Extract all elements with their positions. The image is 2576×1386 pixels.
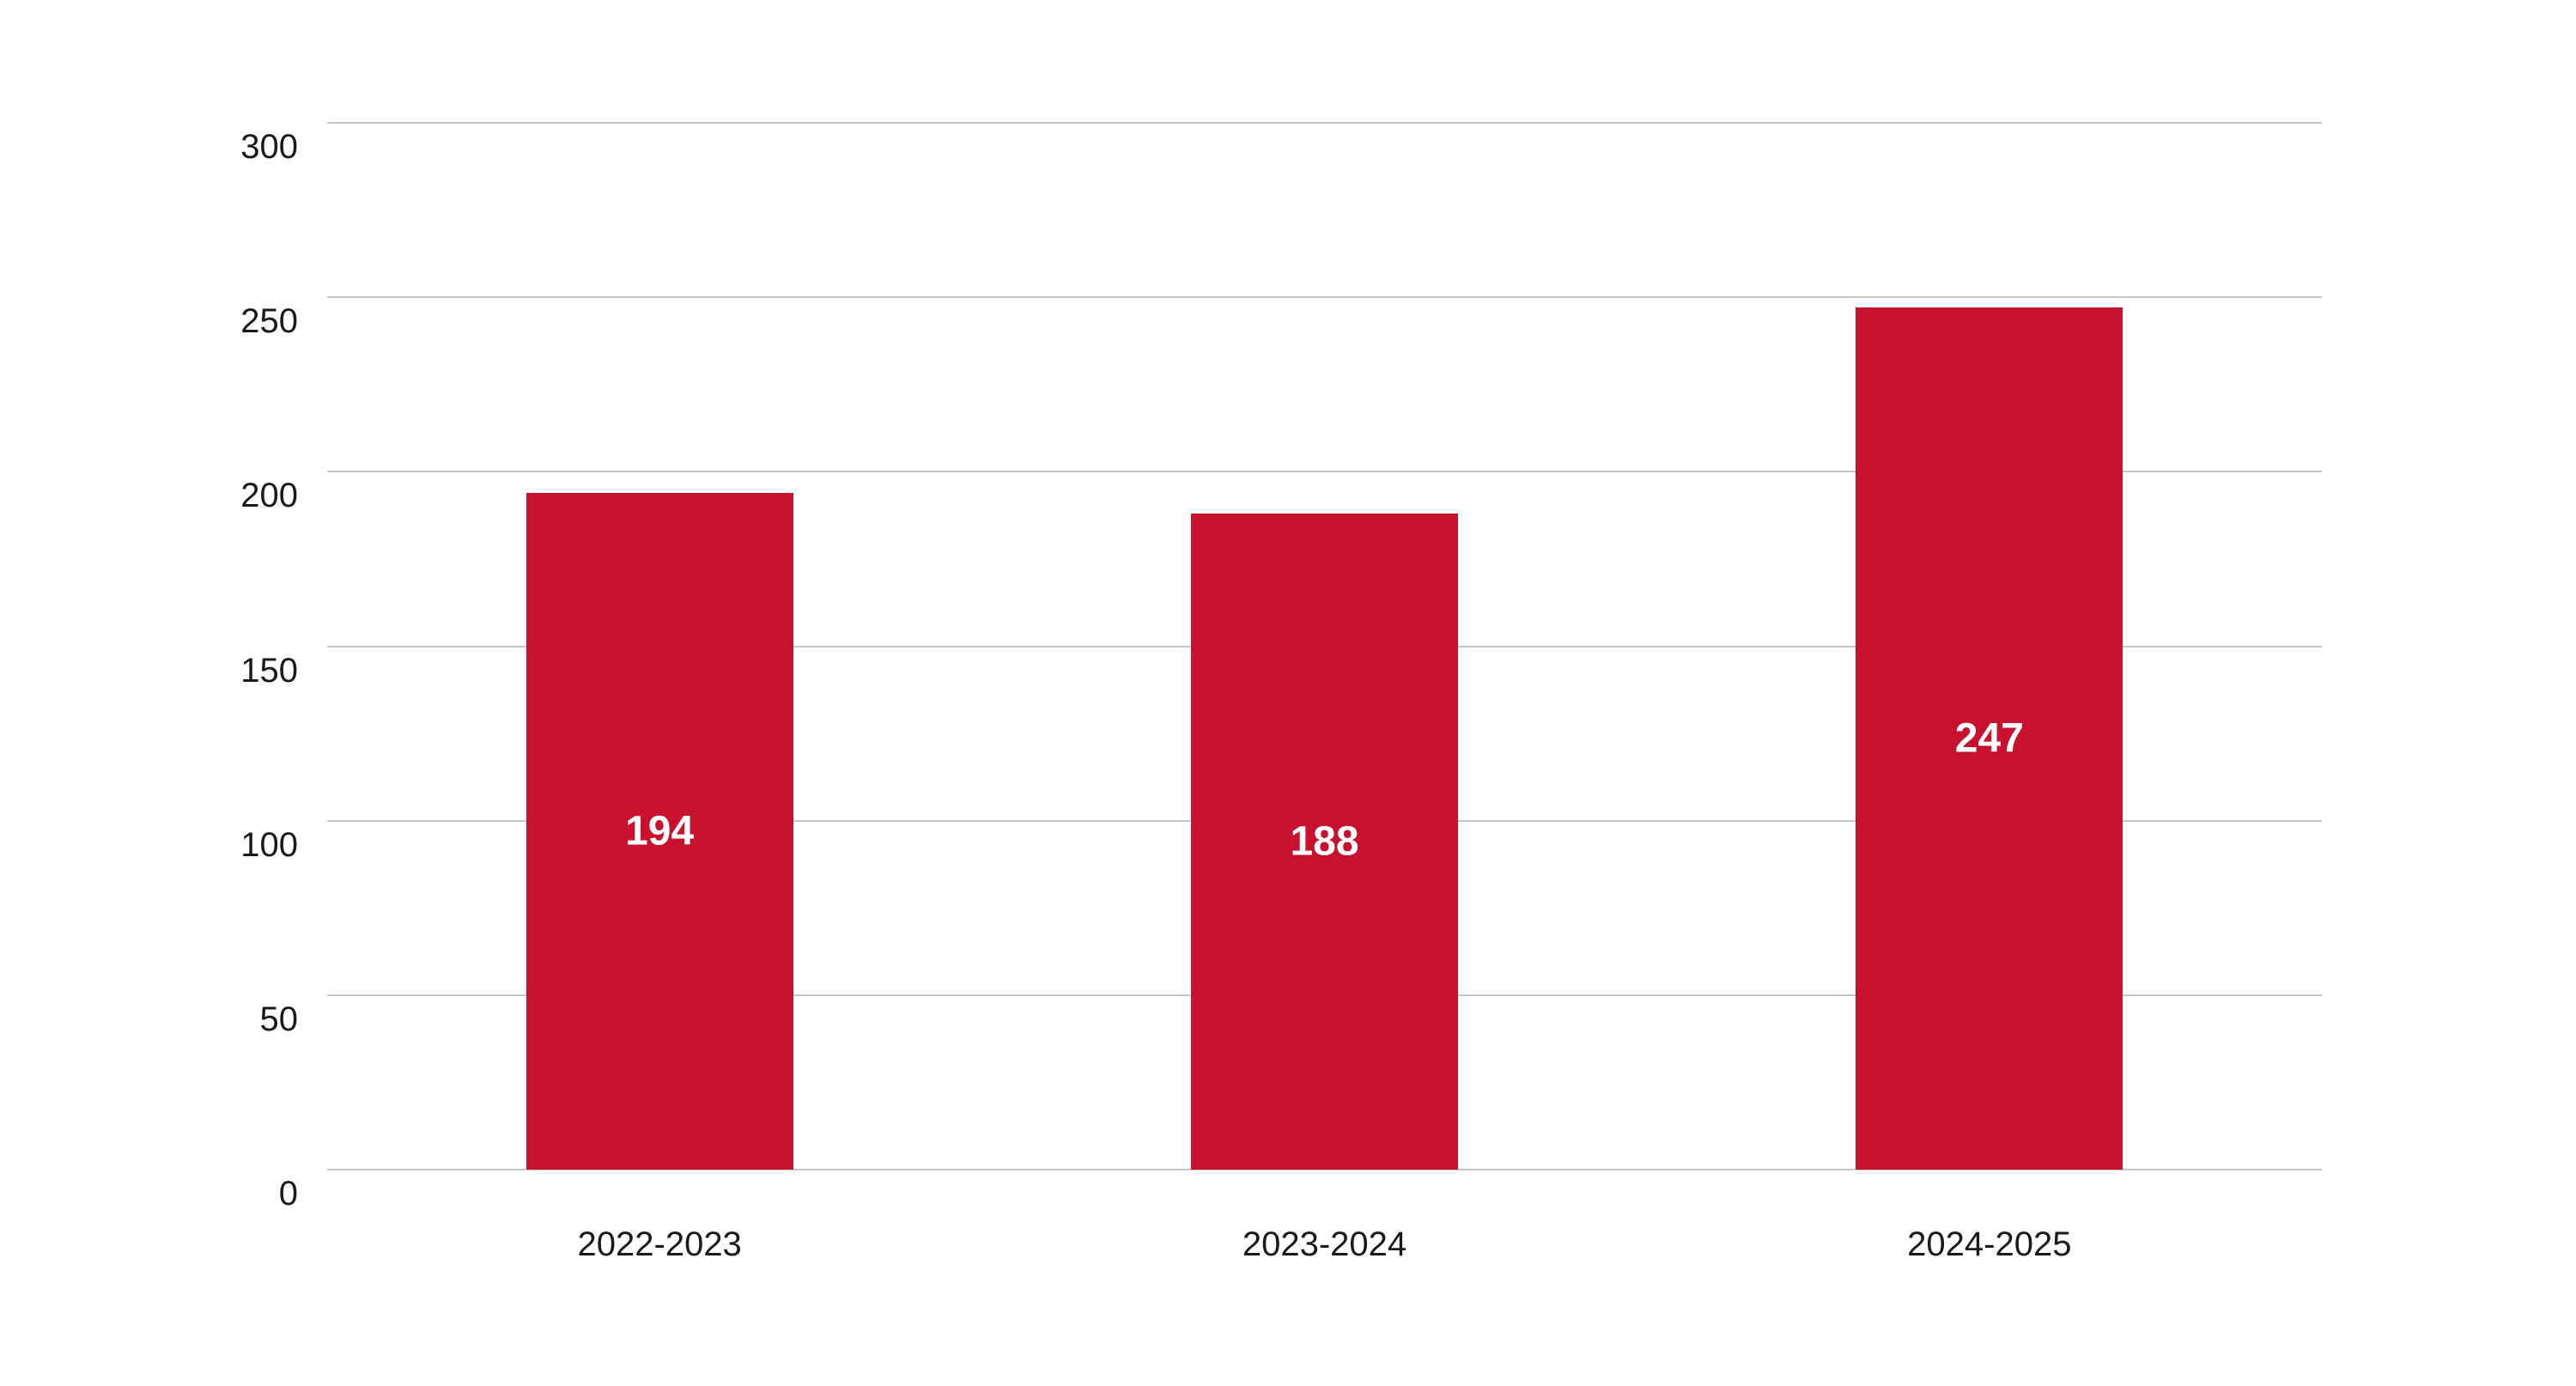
- x-category-label-2023-2024: 2023-2024: [1242, 1225, 1407, 1263]
- gridline-300: [327, 122, 2322, 124]
- y-tick-label-50: 50: [259, 1000, 299, 1038]
- bar-value-label: 194: [625, 808, 695, 854]
- x-category-label-2024-2025: 2024-2025: [1907, 1225, 2072, 1263]
- bar-2022-2023: 194: [526, 492, 793, 1170]
- bar-value-label: 188: [1290, 818, 1359, 865]
- y-tick-label-200: 200: [240, 477, 298, 515]
- gridline-250: [327, 296, 2322, 299]
- bar-2023-2024: 188: [1191, 514, 1458, 1170]
- gridline-200: [327, 471, 2322, 473]
- y-tick-label-150: 150: [240, 651, 298, 690]
- y-tick-label-0: 0: [278, 1175, 298, 1213]
- y-tick-label-100: 100: [240, 825, 298, 864]
- x-category-label-2022-2023: 2022-2023: [577, 1225, 742, 1263]
- bar-value-label: 247: [1954, 715, 2024, 762]
- y-tick-label-300: 300: [240, 128, 298, 166]
- gridline-0: [327, 1169, 2322, 1170]
- plot-area: 194 188 247: [327, 122, 2322, 1170]
- bar-2024-2025: 247: [1856, 307, 2123, 1170]
- y-tick-label-250: 250: [240, 302, 298, 341]
